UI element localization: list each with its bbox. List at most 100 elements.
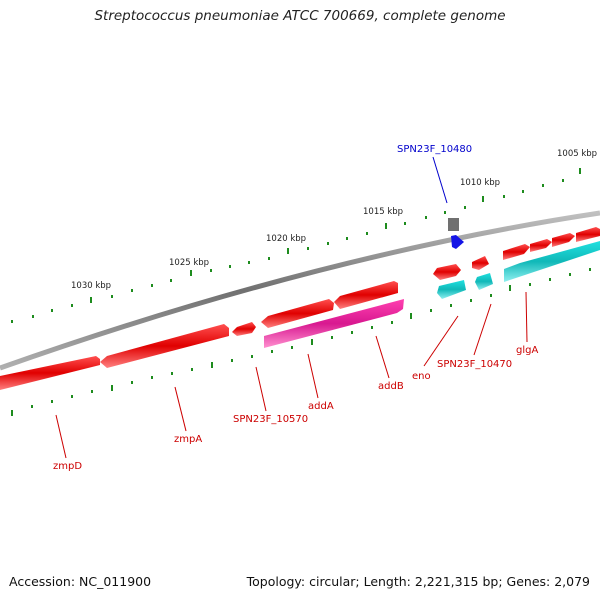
scale-tick	[211, 362, 213, 368]
gene-arrow[interactable]	[437, 280, 466, 299]
scale-tick	[307, 247, 309, 250]
leader-line	[525, 291, 528, 343]
scale-tick	[90, 297, 92, 303]
scale-tick	[569, 273, 571, 276]
scale-label: 1010 kbp	[460, 178, 500, 188]
gene-label-eno[interactable]: eno	[412, 371, 431, 382]
scale-label: 1005 kbp	[557, 149, 597, 159]
gene-label-spn23f-10570[interactable]: SPN23F_10570	[233, 414, 308, 425]
scale-label: 1020 kbp	[266, 234, 306, 244]
gene-arrow[interactable]	[530, 239, 552, 252]
scale-label: 1030 kbp	[71, 281, 111, 291]
leader-line	[55, 414, 67, 459]
scale-tick	[549, 278, 551, 281]
gene-arrow[interactable]	[472, 256, 489, 270]
inner-tick-row	[11, 268, 591, 416]
scale-tick	[268, 257, 270, 260]
scale-tick	[529, 283, 531, 286]
scale-tick	[170, 279, 172, 282]
gene-arrow-blue[interactable]	[451, 235, 464, 249]
scale-tick	[11, 320, 13, 323]
scale-tick	[210, 269, 212, 272]
scale-tick	[450, 304, 452, 307]
scale-label: 1015 kbp	[363, 207, 403, 217]
scale-tick	[251, 355, 253, 358]
scale-tick	[191, 368, 193, 371]
scale-tick	[71, 395, 73, 398]
scale-tick	[111, 295, 113, 298]
forward-strand-genes	[0, 227, 600, 390]
gene-arrow[interactable]	[433, 264, 461, 280]
scale-tick	[444, 211, 446, 214]
scale-tick	[287, 248, 289, 254]
scale-tick	[131, 381, 133, 384]
gene-arrow[interactable]	[475, 273, 493, 290]
gene-label-spn23f-10480[interactable]: SPN23F_10480	[397, 144, 472, 155]
outer-tick-row	[11, 168, 581, 323]
accession-text: Accession: NC_011900	[9, 574, 152, 589]
scale-tick	[51, 309, 53, 312]
scale-tick	[311, 339, 313, 345]
leader-line	[307, 353, 319, 399]
scale-tick	[32, 315, 34, 318]
scale-tick	[509, 285, 511, 291]
scale-tick	[579, 168, 581, 174]
scale-tick	[171, 372, 173, 375]
gene-arrow[interactable]	[264, 299, 404, 348]
gene-arrow[interactable]	[232, 322, 256, 336]
scale-tick	[327, 242, 329, 245]
gene-arrow[interactable]	[576, 227, 600, 242]
leader-line	[423, 315, 459, 367]
scale-tick	[562, 179, 564, 182]
scale-tick	[151, 284, 153, 287]
map-title: Streptococcus pneumoniae ATCC 700669, co…	[94, 8, 506, 24]
scale-tick	[589, 268, 591, 271]
scale-tick	[482, 196, 484, 202]
scale-tick	[366, 232, 368, 235]
gene-label-zmpd[interactable]: zmpD	[53, 461, 82, 472]
scale-tick	[371, 326, 373, 329]
scale-tick	[248, 261, 250, 264]
scale-tick	[346, 237, 348, 240]
scale-tick	[31, 405, 33, 408]
gene-arrow[interactable]	[100, 324, 229, 368]
scale-tick	[490, 294, 492, 297]
gene-label-glga[interactable]: glgA	[516, 345, 538, 356]
gene-arrow[interactable]	[552, 233, 575, 247]
gene-block-grey[interactable]	[448, 218, 459, 231]
scale-tick	[151, 376, 153, 379]
scale-tick	[503, 195, 505, 198]
genome-backbone	[0, 210, 600, 371]
scale-tick	[522, 190, 524, 193]
scale-tick	[331, 336, 333, 339]
scale-tick	[410, 313, 412, 319]
gene-arrow[interactable]	[503, 244, 530, 260]
scale-tick	[391, 321, 393, 324]
gene-label-zmpa[interactable]: zmpA	[174, 434, 202, 445]
scale-tick	[111, 385, 113, 391]
scale-tick	[190, 270, 192, 276]
scale-tick	[51, 400, 53, 403]
gene-label-adda[interactable]: addA	[308, 401, 334, 412]
reverse-strand-genes	[264, 241, 600, 348]
scale-tick	[11, 410, 13, 416]
gene-arrow[interactable]	[334, 281, 398, 309]
scale-tick	[385, 223, 387, 229]
gene-arrow[interactable]	[0, 356, 100, 390]
scale-tick	[231, 359, 233, 362]
gene-arrow[interactable]	[261, 299, 334, 328]
scale-tick	[470, 299, 472, 302]
label-leaders	[55, 156, 528, 459]
topology-text: Topology: circular; Length: 2,221,315 bp…	[246, 574, 590, 589]
leader-line	[255, 366, 267, 412]
scale-tick	[425, 216, 427, 219]
scale-tick	[291, 346, 293, 349]
scale-label: 1025 kbp	[169, 258, 209, 268]
scale-tick	[430, 309, 432, 312]
scale-tick	[464, 206, 466, 209]
gene-label-spn23f-10470[interactable]: SPN23F_10470	[437, 359, 512, 370]
gene-label-addb[interactable]: addB	[378, 381, 404, 392]
gene-arrow[interactable]	[504, 241, 600, 282]
scale-tick	[351, 331, 353, 334]
